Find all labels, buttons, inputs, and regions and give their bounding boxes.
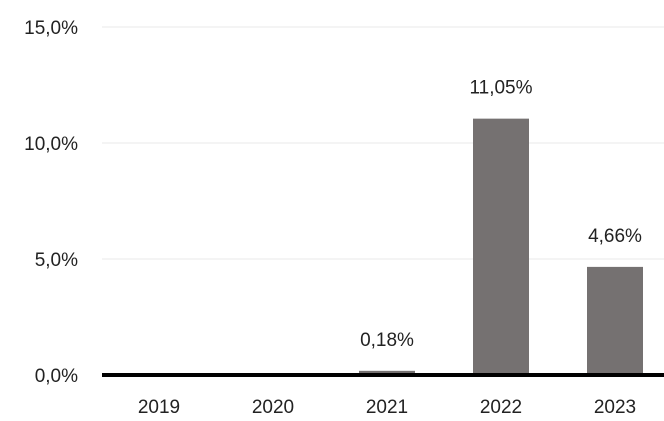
y-tick-label: 15,0% — [24, 18, 78, 39]
data-label: 0,18% — [360, 330, 414, 351]
gridlines — [102, 26, 664, 260]
bar-2021 — [359, 370, 415, 375]
x-axis-tick-labels: 2019 2020 2021 2022 2023 — [138, 397, 636, 418]
x-tick-label: 2021 — [366, 397, 408, 418]
bars — [359, 118, 643, 375]
x-tick-label: 2020 — [252, 397, 294, 418]
bar-2023 — [587, 266, 643, 375]
y-axis-tick-labels: 0,0% 5,0% 10,0% 15,0% — [24, 18, 78, 387]
bar-2022 — [473, 118, 529, 375]
data-label: 11,05% — [469, 78, 532, 99]
y-tick-label: 5,0% — [35, 250, 78, 271]
data-label: 4,66% — [588, 226, 642, 247]
x-tick-label: 2022 — [480, 397, 522, 418]
y-tick-label: 10,0% — [24, 134, 78, 155]
x-tick-label: 2023 — [594, 397, 636, 418]
data-labels: 0,18% 11,05% 4,66% — [360, 78, 642, 351]
y-tick-label: 0,0% — [35, 366, 78, 387]
x-tick-label: 2019 — [138, 397, 180, 418]
